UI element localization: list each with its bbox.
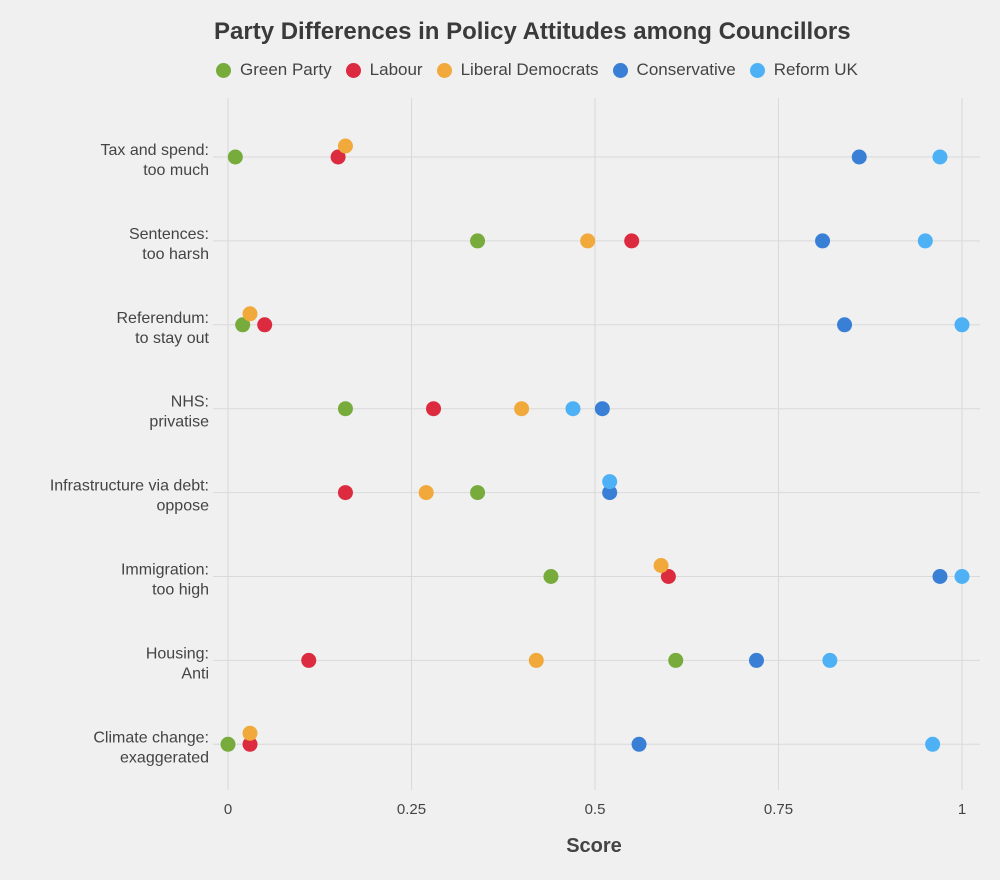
data-point-reform-uk: [932, 149, 948, 165]
legend-marker-icon: [345, 62, 361, 78]
y-category-label: Anti: [181, 665, 209, 682]
legend-label: Conservative: [636, 60, 736, 79]
y-category-label: Immigration:: [121, 562, 209, 579]
data-point-conservative: [851, 149, 867, 165]
y-category-label: Sentences:: [129, 226, 209, 243]
y-category-label: too high: [152, 582, 209, 599]
x-tick-label: 1: [958, 801, 966, 818]
data-point-conservative: [837, 317, 853, 333]
legend-marker-icon: [612, 62, 628, 78]
data-point-reform-uk: [925, 736, 941, 752]
legend-label: Green Party: [240, 60, 332, 79]
y-category-label: Referendum:: [117, 310, 210, 327]
data-point-liberal-democrats: [653, 558, 669, 573]
data-point-liberal-democrats: [580, 233, 596, 249]
legend-item: Labour: [345, 60, 423, 80]
legend-item: Green Party: [216, 60, 332, 80]
y-category-label: to stay out: [135, 330, 209, 347]
chart-title: Party Differences in Policy Attitudes am…: [214, 18, 851, 45]
y-category-label: too much: [143, 162, 209, 179]
data-point-green-party: [543, 569, 559, 584]
data-point-labour: [257, 317, 273, 333]
data-point-green-party: [337, 401, 353, 417]
x-tick-label: 0: [224, 801, 232, 818]
data-point-liberal-democrats: [337, 138, 353, 154]
legend-label: Labour: [369, 60, 423, 79]
x-tick-label: 0.75: [764, 801, 793, 818]
data-point-reform-uk: [954, 569, 970, 584]
legend-item: Conservative: [612, 60, 736, 80]
data-point-green-party: [470, 233, 486, 249]
data-point-reform-uk: [565, 401, 581, 417]
data-point-liberal-democrats: [418, 485, 434, 501]
y-category-label: Housing:: [146, 645, 209, 662]
data-point-liberal-democrats: [242, 306, 258, 322]
data-point-labour: [301, 652, 317, 668]
y-category-label: Climate change:: [93, 729, 209, 746]
y-category-label: privatise: [149, 414, 209, 431]
data-point-green-party: [668, 652, 684, 668]
data-point-green-party: [220, 736, 236, 752]
data-point-liberal-democrats: [242, 725, 258, 741]
data-point-liberal-democrats: [528, 652, 544, 668]
y-category-label: Infrastructure via debt:: [50, 478, 209, 495]
legend-label: Liberal Democrats: [460, 60, 599, 79]
legend-item: Reform UK: [749, 60, 858, 80]
y-category-label: NHS:: [171, 394, 209, 411]
legend-label: Reform UK: [773, 60, 858, 79]
data-point-green-party: [235, 317, 251, 333]
y-category-label: Tax and spend:: [100, 142, 209, 159]
legend-item: Liberal Democrats: [436, 60, 599, 80]
y-category-label: exaggerated: [120, 749, 209, 766]
legend: Green Party Labour Liberal Democrats Conser…: [216, 60, 872, 80]
data-point-conservative: [932, 569, 948, 584]
legend-marker-icon: [749, 62, 765, 78]
y-category-label: too harsh: [142, 246, 209, 263]
data-point-labour: [242, 736, 258, 752]
data-point-reform-uk: [954, 317, 970, 333]
data-point-conservative: [815, 233, 831, 249]
data-point-conservative: [602, 485, 618, 501]
data-point-conservative: [748, 652, 764, 668]
data-point-conservative: [594, 401, 610, 417]
y-category-label: oppose: [157, 498, 210, 515]
data-point-green-party: [470, 485, 486, 501]
x-tick-label: 0.25: [397, 801, 426, 818]
data-point-reform-uk: [822, 652, 838, 668]
data-point-liberal-democrats: [514, 401, 530, 417]
x-axis-label: Score: [566, 835, 622, 857]
data-point-labour: [624, 233, 640, 249]
data-point-green-party: [227, 149, 243, 165]
data-point-reform-uk: [917, 233, 933, 249]
data-point-labour: [337, 485, 353, 501]
legend-marker-icon: [436, 62, 452, 78]
legend-marker-icon: [216, 62, 231, 78]
x-tick-label: 0.5: [585, 801, 606, 818]
data-point-labour: [330, 149, 346, 165]
data-point-conservative: [631, 736, 647, 752]
data-point-reform-uk: [602, 474, 618, 490]
data-point-labour: [426, 401, 442, 417]
data-point-labour: [660, 569, 676, 584]
